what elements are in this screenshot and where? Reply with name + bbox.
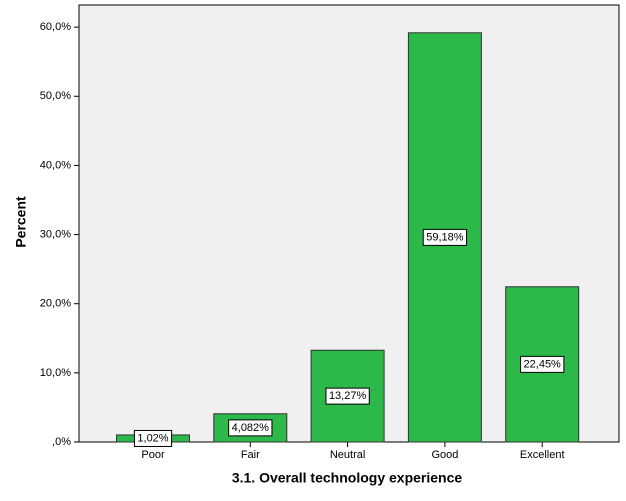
x-axis-title: 3.1. Overall technology experience <box>232 470 463 486</box>
x-tick-label: Good <box>431 449 458 461</box>
value-label-box <box>520 355 565 373</box>
bar <box>310 349 385 443</box>
value-label: 4,082% <box>232 422 270 434</box>
value-label-box <box>228 419 273 437</box>
value-label-box <box>325 387 370 405</box>
y-tick-label: 30,0% <box>40 228 71 240</box>
x-tick-label: Poor <box>141 449 165 461</box>
value-label-box <box>422 228 468 246</box>
value-label: 1,02% <box>137 432 168 444</box>
x-tick-label: Fair <box>241 449 260 461</box>
y-axis-title: Percent <box>13 196 29 248</box>
y-tick-label: 40,0% <box>40 159 71 171</box>
value-label: 59,18% <box>426 231 464 243</box>
y-tick-label: 50,0% <box>40 90 71 102</box>
value-label: 22,45% <box>524 358 562 370</box>
y-tick-label: ,0% <box>52 436 71 448</box>
y-tick-label: 20,0% <box>40 298 71 310</box>
y-tick-label: 10,0% <box>40 367 71 379</box>
value-label-box <box>133 429 173 447</box>
x-tick-label: Neutral <box>330 449 365 461</box>
value-label: 13,27% <box>329 390 367 402</box>
x-tick-label: Excellent <box>520 449 565 461</box>
y-tick-label: 60,0% <box>40 21 71 33</box>
